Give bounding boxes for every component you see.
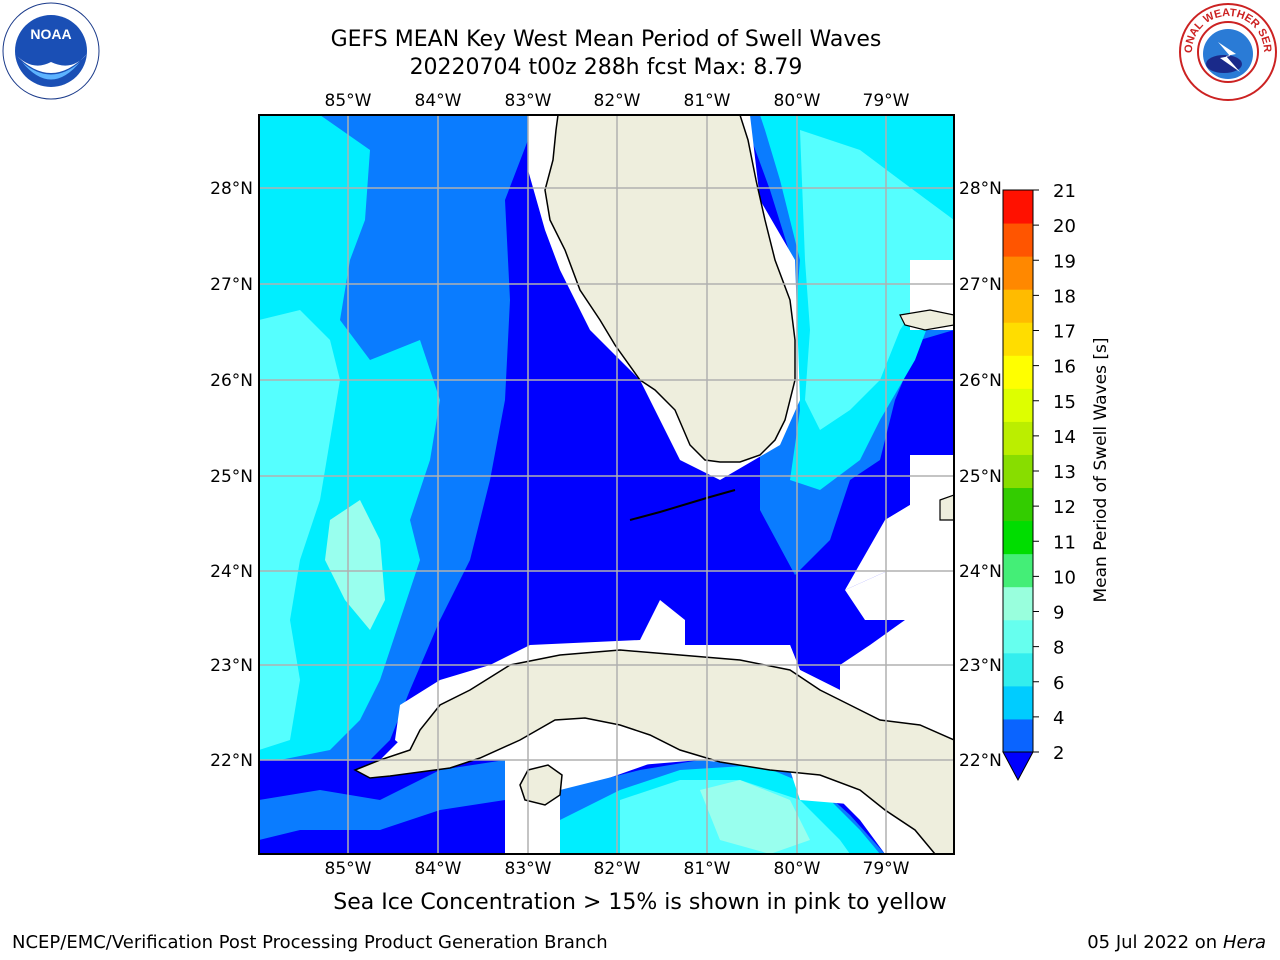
lon-label-top: 79°W	[863, 91, 910, 111]
colorbar-segment	[1003, 553, 1033, 588]
footer-host: Hera	[1222, 932, 1266, 953]
colorbar-extend-under	[1002, 751, 1034, 782]
lon-label-bottom: 80°W	[774, 859, 821, 879]
colorbar-segment	[1003, 190, 1033, 224]
lat-labels-left: 28°N 27°N 26°N 25°N 24°N 23°N 22°N	[210, 179, 253, 771]
lat-label-left: 25°N	[210, 467, 253, 487]
graticule	[259, 115, 954, 854]
map-subtitle: 20220704 t00z 288h fcst Max: 8.79	[409, 55, 803, 80]
lon-label-bottom: 84°W	[415, 859, 462, 879]
colorbar-tick-label: 9	[1053, 603, 1064, 624]
noaa-logo-text: NOAA	[30, 26, 71, 42]
swell-contour-pale-east	[800, 130, 954, 430]
lon-label-bottom: 83°W	[505, 859, 552, 879]
lat-label-right: 22°N	[959, 751, 1002, 771]
colorbar-tick-label: 4	[1053, 708, 1064, 729]
lat-label-left: 26°N	[210, 371, 253, 391]
lon-label-top: 84°W	[415, 91, 462, 111]
colorbar-segment	[1003, 388, 1033, 422]
colorbar-segment	[1003, 454, 1033, 489]
lat-label-left: 23°N	[210, 656, 253, 676]
lat-label-left: 24°N	[210, 562, 253, 582]
colorbar-tick-label: 20	[1053, 216, 1076, 237]
florida-keys	[629, 489, 736, 521]
colorbar: 2 4 6 8 9 10 11 12 13 14 15 16 17 18 19 20 21	[1002, 181, 1076, 782]
swell-contour-mid-south	[259, 760, 505, 840]
colorbar-segment	[1003, 223, 1033, 257]
lon-label-top: 81°W	[684, 91, 731, 111]
lon-label-top: 85°W	[325, 91, 372, 111]
colorbar-tick-label: 21	[1053, 181, 1076, 202]
lon-label-bottom: 81°W	[684, 859, 731, 879]
colorbar-tick-label: 13	[1053, 462, 1076, 483]
lon-label-bottom: 79°W	[863, 859, 910, 879]
isle-of-youth	[519, 764, 563, 806]
map-frame	[258, 114, 955, 855]
colorbar-segment	[1003, 322, 1033, 356]
swell-contour-light	[259, 115, 440, 760]
colorbar-segment	[1003, 355, 1033, 389]
lat-label-right: 23°N	[959, 656, 1002, 676]
bahamas-land	[939, 494, 954, 521]
colorbar-title: Mean Period of Swell Waves [s]	[1091, 338, 1111, 603]
colorbar-segment	[1003, 586, 1033, 621]
lon-label-top: 83°W	[505, 91, 552, 111]
lon-labels-bottom: 85°W 84°W 83°W 82°W 81°W 80°W 79°W	[325, 859, 910, 879]
noaa-logo: NOAA	[2, 2, 100, 100]
nws-logo: NATIONAL WEATHER SERVICE	[1174, 0, 1278, 102]
colorbar-tick-label: 16	[1053, 357, 1076, 378]
footer-date-text: 05 Jul 2022 on	[1087, 932, 1223, 953]
colorbar-tick-label: 6	[1053, 673, 1064, 694]
lat-label-left: 27°N	[210, 275, 253, 295]
colorbar-tick-label: 11	[1053, 532, 1076, 553]
lat-label-right: 27°N	[959, 275, 1002, 295]
colorbar-tick-label: 17	[1053, 322, 1076, 343]
colorbar-segment	[1003, 619, 1033, 654]
lon-labels-top: 85°W 84°W 83°W 82°W 81°W 80°W 79°W	[325, 91, 910, 111]
lat-label-right: 24°N	[959, 562, 1002, 582]
colorbar-segment	[1003, 652, 1033, 687]
lon-label-top: 82°W	[594, 91, 641, 111]
lat-label-right: 28°N	[959, 179, 1002, 199]
colorbar-tick-label: 12	[1053, 497, 1076, 518]
colorbar-tick-label: 8	[1053, 638, 1064, 659]
colorbar-segment	[1003, 718, 1033, 753]
swell-contour-pale	[259, 310, 340, 750]
footer-date: 05 Jul 2022 on Hera	[1087, 932, 1266, 953]
colorbar-segment	[1003, 256, 1033, 290]
colorbar-tick-label: 19	[1053, 251, 1076, 272]
colorbar-segment	[1003, 685, 1033, 720]
swell-contour-palest-south	[700, 780, 810, 854]
lon-label-bottom: 85°W	[325, 859, 372, 879]
sea-ice-note: Sea Ice Concentration > 15% is shown in …	[333, 890, 947, 915]
colorbar-tick-label: 14	[1053, 427, 1076, 448]
map-plot-area	[259, 115, 954, 854]
masked-bahamas	[845, 455, 954, 620]
colorbar-tick-label: 18	[1053, 286, 1076, 307]
lat-label-left: 28°N	[210, 179, 253, 199]
lat-label-left: 22°N	[210, 751, 253, 771]
swell-contour-palest	[325, 500, 385, 630]
colorbar-tick-label: 15	[1053, 392, 1076, 413]
map-title: GEFS MEAN Key West Mean Period of Swell …	[330, 27, 882, 52]
colorbar-segment	[1003, 289, 1033, 323]
lat-label-right: 26°N	[959, 371, 1002, 391]
colorbar-tick-label: 10	[1053, 567, 1076, 588]
lat-labels-right: 28°N 27°N 26°N 25°N 24°N 23°N 22°N	[959, 179, 1002, 771]
colorbar-segment	[1003, 421, 1033, 455]
lat-label-right: 25°N	[959, 467, 1002, 487]
colorbar-segment	[1003, 487, 1033, 522]
colorbar-segment	[1003, 520, 1033, 555]
footer-branch: NCEP/EMC/Verification Post Processing Pr…	[12, 932, 608, 953]
colorbar-tick-label: 2	[1053, 743, 1064, 764]
lon-label-bottom: 82°W	[594, 859, 641, 879]
florida-land	[544, 115, 796, 463]
lon-label-top: 80°W	[774, 91, 821, 111]
grand-bahama	[899, 309, 954, 331]
